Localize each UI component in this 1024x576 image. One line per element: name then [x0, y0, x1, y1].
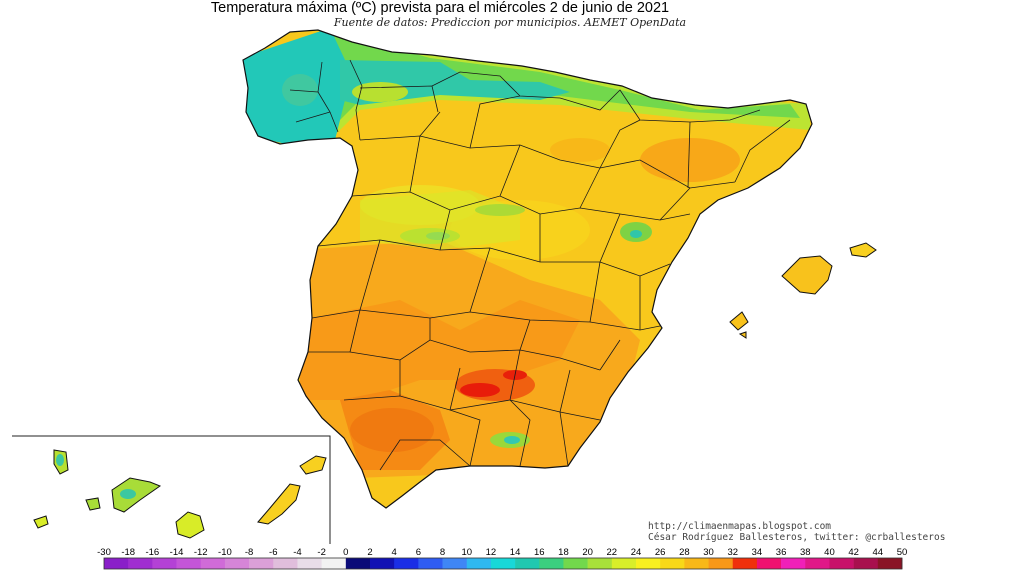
legend-swatch: [394, 558, 419, 569]
legend-tick-label: -8: [245, 547, 253, 558]
legend-tick-label: -2: [317, 547, 325, 558]
canary-islands-inset: [12, 435, 331, 544]
legend-swatch: [853, 558, 879, 569]
legend-tick-label: 36: [776, 547, 787, 558]
legend-swatch: [732, 558, 758, 569]
lanzarote: [299, 455, 327, 475]
legend-tick-label: 12: [486, 547, 497, 558]
credit-url: http://climaenmapas.blogspot.com: [648, 521, 832, 532]
legend-tick-label: 22: [607, 547, 618, 558]
legend-swatch: [418, 558, 443, 569]
formentera: [738, 331, 747, 339]
legend-tick-label: 38: [800, 547, 811, 558]
legend-tick-label: -30: [97, 547, 111, 558]
legend-tick-labels: -30 -18 -16 -14 -12 -10 -8 -6 -4 -2 0 2 4 6 8 10 12 14 16 1…: [97, 547, 907, 558]
legend-tick-label: 4: [392, 547, 397, 558]
legend-tick-label: 32: [727, 547, 738, 558]
legend-tick-label: 0: [343, 547, 348, 558]
gran-canaria: [175, 511, 205, 539]
legend-swatch: [611, 558, 637, 569]
credit-author: César Rodríguez Ballesteros, twitter: @c…: [648, 532, 946, 543]
legend-tick-label: 10: [461, 547, 472, 558]
legend-swatch: [224, 558, 250, 569]
legend-swatch: [539, 558, 564, 569]
legend-swatch: [877, 558, 903, 569]
legend-tick-label: 26: [655, 547, 666, 558]
mallorca: [781, 255, 833, 295]
legend-swatch: [200, 558, 226, 569]
legend-swatch: [466, 558, 492, 569]
legend-swatch: [805, 558, 830, 569]
legend-tick-label: 6: [416, 547, 421, 558]
la-gomera: [85, 497, 101, 511]
legend-swatch: [660, 558, 685, 569]
province-boundaries: [289, 59, 791, 471]
map-title: Temperatura máxima (ºC) prevista para el…: [210, 0, 670, 16]
menorca: [849, 242, 877, 258]
legend-tick-label: -18: [121, 547, 135, 558]
legend-tick-label: -4: [293, 547, 301, 558]
legend-swatch: [442, 558, 468, 569]
map-subtitle: Fuente de datos: Prediccion por municipi…: [333, 16, 687, 29]
legend-swatch: [104, 558, 129, 569]
legend-frame: [103, 557, 903, 570]
legend-tick-label: -16: [145, 547, 159, 558]
el-hierro: [33, 515, 49, 529]
legend-tick-label: 42: [848, 547, 859, 558]
legend-swatch: [781, 558, 806, 569]
legend-swatch: [321, 558, 347, 569]
legend-tick-label: 20: [582, 547, 593, 558]
legend-swatch: [249, 558, 274, 569]
legend-swatches: [103, 557, 903, 570]
legend-swatch: [273, 558, 298, 569]
legend-tick-label: 2: [367, 547, 372, 558]
legend-tick-label: -12: [194, 547, 208, 558]
legend-tick-label: 28: [679, 547, 690, 558]
legend-swatch: [128, 558, 153, 569]
legend-tick-label: 50: [897, 547, 908, 558]
legend-swatch: [684, 558, 709, 569]
legend-swatch: [563, 558, 588, 569]
legend-swatch: [152, 558, 177, 569]
legend-swatch: [708, 558, 734, 569]
legend-tick-label: 40: [824, 547, 835, 558]
legend-swatch: [490, 558, 516, 569]
legend-tick-label: 30: [703, 547, 714, 558]
legend-tick-label: -14: [170, 547, 184, 558]
legend-tick-label: 18: [558, 547, 569, 558]
legend-tick-label: 34: [752, 547, 763, 558]
legend-tick-label: 8: [440, 547, 445, 558]
balearic-islands: [729, 242, 877, 339]
legend-swatch: [587, 558, 613, 569]
legend-swatch: [829, 558, 854, 569]
legend-tick-label: 44: [873, 547, 884, 558]
inset-border: [12, 435, 331, 544]
tenerife: [111, 477, 162, 513]
peninsula: [242, 29, 813, 509]
ibiza: [729, 311, 749, 331]
legend-tick-label: -6: [269, 547, 277, 558]
legend-swatch: [636, 558, 661, 569]
legend-swatch: [756, 558, 782, 569]
legend-swatch: [515, 558, 540, 569]
legend-tick-label: 16: [534, 547, 545, 558]
legend-swatch: [176, 558, 202, 569]
legend-swatch: [345, 558, 371, 569]
fuerteventura: [257, 483, 301, 525]
legend-tick-label: 14: [510, 547, 521, 558]
legend-tick-label: -10: [218, 547, 232, 558]
legend-swatch: [370, 558, 395, 569]
legend-swatch: [297, 558, 322, 569]
legend-tick-label: 24: [631, 547, 642, 558]
